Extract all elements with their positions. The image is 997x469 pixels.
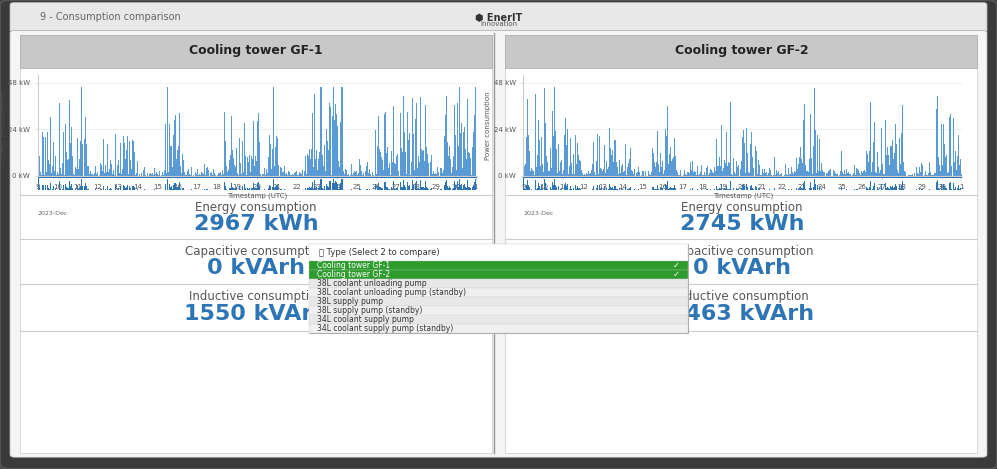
Text: Cooling tower GF-2: Cooling tower GF-2 xyxy=(675,44,809,57)
Text: ⬢ EnerIT: ⬢ EnerIT xyxy=(475,12,522,23)
Text: 0 kVArh: 0 kVArh xyxy=(693,258,791,278)
Text: 38L supply pump: 38L supply pump xyxy=(317,297,383,306)
FancyBboxPatch shape xyxy=(309,306,688,315)
FancyBboxPatch shape xyxy=(309,279,688,288)
Text: 2967 kWh: 2967 kWh xyxy=(193,214,318,234)
Text: Innovation: Innovation xyxy=(480,22,517,27)
Text: 1463 kVArh: 1463 kVArh xyxy=(670,304,814,324)
FancyBboxPatch shape xyxy=(10,2,987,33)
Text: Capacitive consumption: Capacitive consumption xyxy=(671,245,813,258)
Text: 34L coolant supply pump (standby): 34L coolant supply pump (standby) xyxy=(317,324,454,333)
Text: 1550 kVArh: 1550 kVArh xyxy=(184,304,328,324)
Text: 34L coolant supply pump: 34L coolant supply pump xyxy=(317,315,414,324)
FancyBboxPatch shape xyxy=(309,270,688,279)
FancyBboxPatch shape xyxy=(505,35,977,453)
Text: 🔍 Type (Select 2 to compare): 🔍 Type (Select 2 to compare) xyxy=(319,248,440,257)
FancyBboxPatch shape xyxy=(309,297,688,306)
Text: 2745 kWh: 2745 kWh xyxy=(680,214,804,234)
Text: Inductive consumption: Inductive consumption xyxy=(674,290,810,303)
Text: Cooling tower GF-1: Cooling tower GF-1 xyxy=(317,261,390,270)
Y-axis label: Power consumption: Power consumption xyxy=(485,91,491,160)
FancyBboxPatch shape xyxy=(10,30,987,457)
FancyBboxPatch shape xyxy=(309,244,688,333)
Text: Inductive consumption: Inductive consumption xyxy=(188,290,324,303)
Text: 0 kVArh: 0 kVArh xyxy=(207,258,305,278)
FancyBboxPatch shape xyxy=(505,35,977,68)
Text: 2023-Dec: 2023-Dec xyxy=(38,211,68,216)
Text: Cooling tower GF-1: Cooling tower GF-1 xyxy=(189,44,323,57)
FancyBboxPatch shape xyxy=(309,244,688,261)
FancyBboxPatch shape xyxy=(309,315,688,324)
Text: Capacitive consumption: Capacitive consumption xyxy=(185,245,327,258)
Y-axis label: Power consumption: Power consumption xyxy=(0,91,5,160)
X-axis label: Timestamp (UTC): Timestamp (UTC) xyxy=(713,192,773,199)
Text: 9 - Consumption comparison: 9 - Consumption comparison xyxy=(40,12,180,23)
X-axis label: Timestamp (UTC): Timestamp (UTC) xyxy=(227,192,287,199)
Text: Energy consumption: Energy consumption xyxy=(681,201,803,214)
Text: 38L coolant unloading pump: 38L coolant unloading pump xyxy=(317,279,427,288)
Text: ✓: ✓ xyxy=(673,261,680,270)
FancyBboxPatch shape xyxy=(309,261,688,270)
FancyBboxPatch shape xyxy=(20,35,492,68)
Text: ✓: ✓ xyxy=(673,270,680,279)
FancyBboxPatch shape xyxy=(20,35,492,453)
Text: 38L coolant unloading pump (standby): 38L coolant unloading pump (standby) xyxy=(317,288,466,297)
Text: Cooling tower GF-2: Cooling tower GF-2 xyxy=(317,270,390,279)
Text: 38L supply pump (standby): 38L supply pump (standby) xyxy=(317,306,423,315)
FancyBboxPatch shape xyxy=(309,324,688,333)
Text: Energy consumption: Energy consumption xyxy=(195,201,317,214)
FancyBboxPatch shape xyxy=(309,288,688,297)
Text: 2023-Dec: 2023-Dec xyxy=(523,211,553,216)
